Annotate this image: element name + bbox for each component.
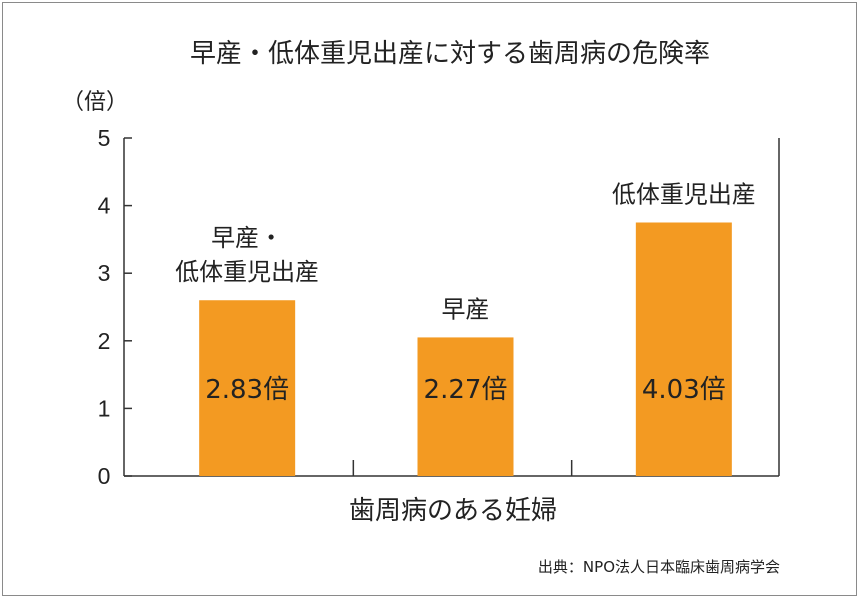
y-tick-label: 0 [98, 463, 111, 489]
y-tick-label: 3 [98, 260, 111, 286]
source-note: 出典：NPO法人日本臨床歯周病学会 [538, 558, 780, 576]
bar-category-label: 早産・ [211, 224, 283, 252]
bar [417, 337, 514, 476]
bar [635, 222, 732, 476]
y-unit-label: （倍） [62, 90, 128, 115]
y-tick-label: 4 [98, 193, 111, 219]
bar-value-label: 4.03倍 [642, 375, 726, 405]
bar-value-label: 2.83倍 [205, 375, 289, 405]
bar-category-label: 低体重児出産 [612, 181, 756, 209]
bar-value-label: 2.27倍 [424, 375, 508, 405]
bar-category-label: 早産 [442, 295, 490, 323]
y-tick-label: 1 [98, 395, 111, 421]
x-axis-label: 歯周病のある妊婦 [349, 496, 557, 526]
chart-title: 早産・低体重児出産に対する歯周病の危険率 [190, 39, 710, 69]
bar [199, 300, 296, 476]
y-tick-label: 2 [98, 328, 111, 354]
bar-category-label: 低体重児出産 [175, 258, 319, 286]
y-tick-label: 5 [98, 125, 111, 151]
